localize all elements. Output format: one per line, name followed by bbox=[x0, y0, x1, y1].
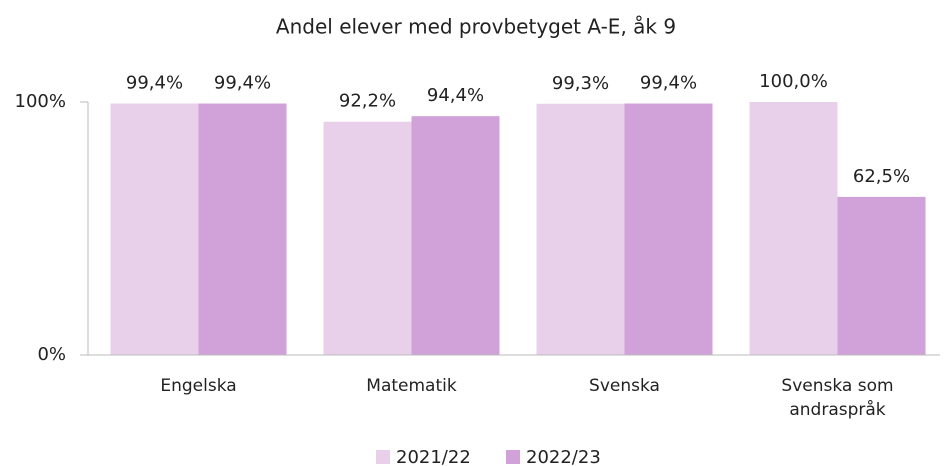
data-label: 99,4% bbox=[640, 73, 697, 94]
x-tick-label: Matematik bbox=[366, 376, 457, 396]
chart-title: Andel elever med provbetyget A-E, åk 9 bbox=[276, 15, 676, 39]
bar bbox=[749, 102, 838, 355]
legend-swatch bbox=[376, 450, 390, 464]
y-tick-label: 100% bbox=[15, 91, 66, 112]
y-tick-label: 0% bbox=[37, 344, 66, 365]
legend-label: 2022/23 bbox=[526, 447, 601, 466]
x-tick-label: Svenska bbox=[589, 376, 660, 396]
data-label: 99,3% bbox=[552, 73, 609, 94]
data-label: 92,2% bbox=[339, 91, 396, 112]
data-label: 99,4% bbox=[126, 73, 183, 94]
bar bbox=[110, 103, 199, 355]
bar bbox=[323, 121, 412, 355]
x-tick-label: Engelska bbox=[160, 376, 237, 396]
legend-label: 2021/22 bbox=[396, 447, 471, 466]
bar bbox=[837, 196, 926, 355]
data-label: 62,5% bbox=[853, 166, 910, 187]
x-tick-label: Svenska som andraspråk bbox=[781, 376, 894, 420]
bar bbox=[198, 103, 287, 355]
data-label: 99,4% bbox=[214, 73, 271, 94]
bar bbox=[411, 116, 500, 355]
legend-swatch bbox=[506, 450, 520, 464]
data-label: 100,0% bbox=[759, 71, 828, 92]
data-label: 94,4% bbox=[427, 85, 484, 106]
bar bbox=[624, 103, 713, 355]
bar bbox=[536, 103, 625, 356]
